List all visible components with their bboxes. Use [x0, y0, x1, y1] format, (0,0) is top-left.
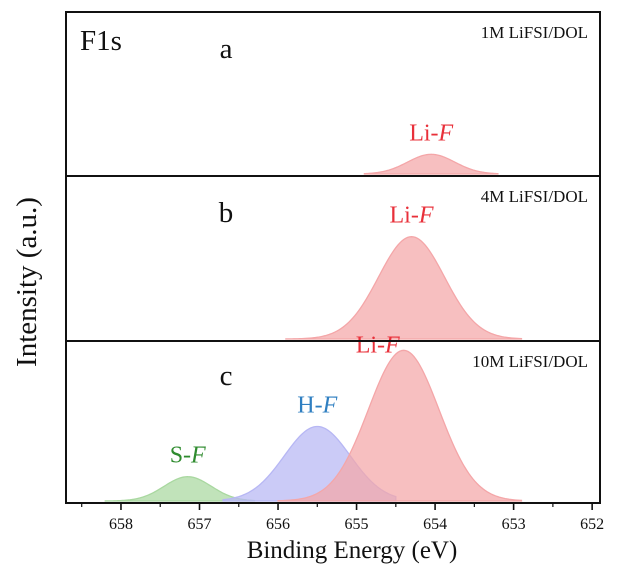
x-tick-label-654: 654 — [423, 516, 447, 533]
x-tick-label-657: 657 — [188, 516, 212, 533]
panel-letter-b: b — [219, 197, 234, 229]
peak-label-element: F — [190, 443, 206, 469]
peak-label-a-0: Li-F — [409, 120, 453, 146]
x-tick-label-655: 655 — [345, 516, 369, 533]
y-axis-title: Intensity (a.u.) — [11, 197, 43, 367]
x-tick-label-652: 652 — [580, 516, 604, 533]
panel-a: Li-F 1M LiFSI/DOL a — [65, 11, 601, 177]
peak-label-prefix: Li- — [390, 203, 419, 229]
peak-label-prefix: S- — [170, 443, 191, 469]
panel-b: Li-F 4M LiFSI/DOL b — [65, 175, 601, 342]
peak-label-prefix: Li- — [409, 120, 438, 146]
peak-label-c-0: S-F — [170, 443, 206, 469]
peak-b-0 — [285, 236, 523, 340]
peak-c-0 — [104, 476, 256, 502]
peak-label-element: F — [438, 120, 454, 146]
peak-label-element: F — [384, 332, 400, 358]
peak-label-b-0: Li-F — [390, 203, 434, 229]
panel-letter-c: c — [220, 360, 233, 392]
sample-label-b: 4M LiFSI/DOL — [481, 187, 588, 206]
peak-label-prefix: H- — [297, 393, 322, 419]
x-tick-label-658: 658 — [109, 516, 133, 533]
sample-label-c: 10M LiFSI/DOL — [472, 352, 588, 371]
peak-label-c-1: H-F — [297, 393, 337, 419]
panel-letter-a: a — [220, 33, 233, 65]
peak-label-prefix: Li- — [356, 332, 385, 358]
x-tick-label-653: 653 — [502, 516, 526, 533]
peak-label-element: F — [418, 203, 434, 229]
peak-label-c-2: Li-F — [356, 332, 400, 358]
x-axis-title: Binding Energy (eV) — [247, 537, 458, 564]
peak-label-element: F — [322, 393, 338, 419]
element-label: F1s — [80, 25, 122, 57]
x-tick-label-656: 656 — [266, 516, 290, 533]
peak-a-0 — [363, 153, 499, 175]
peak-c-2 — [277, 349, 523, 502]
panel-frame-c — [65, 340, 601, 504]
sample-label-a: 1M LiFSI/DOL — [481, 23, 588, 42]
